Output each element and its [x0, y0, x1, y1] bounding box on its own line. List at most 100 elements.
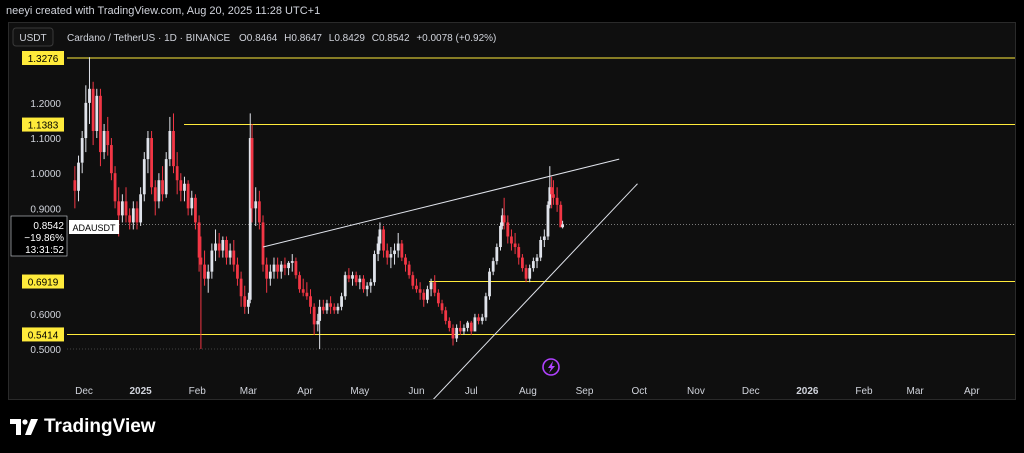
candle: [124, 187, 128, 223]
candle: [294, 257, 298, 279]
x-tick-label: Nov: [687, 386, 705, 397]
level-tag: [22, 327, 64, 342]
level-label: 1.3276: [28, 54, 59, 65]
candle: [95, 88, 99, 139]
symbol-name: Cardano / TetherUS · 1D · BINANCE: [67, 33, 231, 44]
candle: [254, 187, 258, 226]
candle: [153, 180, 157, 216]
candle: [290, 254, 294, 272]
ohlc-low-label: L: [329, 33, 335, 44]
event-marker[interactable]: [542, 358, 560, 376]
candle: [550, 176, 554, 209]
candle: [480, 313, 484, 325]
candle: [528, 264, 532, 283]
candle: [210, 243, 214, 279]
x-tick-label: Jun: [408, 386, 424, 397]
candle: [495, 243, 499, 265]
candle: [113, 166, 117, 209]
candle: [139, 187, 143, 226]
candle: [336, 303, 340, 314]
candle: [473, 313, 477, 332]
current-price-tag: 0.8542 −19.86% 13:31:52: [10, 215, 68, 257]
currency-label: USDT: [19, 33, 46, 44]
candle: [164, 152, 168, 198]
x-tick-label: 2025: [130, 386, 153, 397]
candle: [120, 194, 124, 223]
candle: [548, 166, 552, 209]
current-price-change: −19.86%: [24, 233, 64, 244]
level-tag: [22, 117, 64, 132]
candle: [243, 285, 247, 314]
candle: [150, 130, 153, 195]
candle: [214, 229, 217, 262]
lightning-icon: [548, 361, 555, 373]
candle: [426, 285, 429, 304]
candle: [539, 236, 543, 262]
candle: [455, 324, 459, 342]
candle: [217, 232, 221, 258]
candle: [385, 243, 389, 265]
candle: [347, 268, 351, 283]
candle: [168, 116, 172, 167]
candle: [429, 278, 433, 297]
y-tick-label: 0.9000: [30, 204, 61, 215]
candle: [500, 208, 504, 230]
candle: [225, 236, 228, 265]
candle: [373, 250, 376, 286]
candle: [102, 123, 106, 160]
trendline-upper: [262, 158, 620, 248]
candles: [73, 57, 564, 349]
candle: [444, 306, 448, 325]
trendline-lower: [432, 183, 638, 399]
candle: [287, 261, 290, 276]
candle: [80, 130, 84, 174]
candle: [261, 215, 265, 272]
candle: [521, 254, 524, 272]
ohlc-close: 0.8542: [379, 33, 410, 44]
candle: [382, 225, 385, 258]
ohlc-open-label: O: [239, 33, 247, 44]
candle: [73, 166, 77, 209]
level-label: 0.5414: [28, 330, 59, 341]
candle: [283, 257, 287, 276]
x-tick-label: Mar: [240, 386, 258, 397]
candle: [499, 222, 502, 251]
currency-badge[interactable]: [12, 27, 54, 47]
x-axis-ticks: Dec 2025 Feb Mar Apr May Jun Jul Aug Sep Oct Nov Dec…: [75, 386, 980, 397]
candle: [248, 113, 252, 304]
ticker-label: ADAUSDT: [72, 223, 116, 233]
candle: [236, 257, 239, 286]
candle: [340, 292, 343, 311]
candle: [221, 236, 225, 258]
candle: [99, 88, 102, 167]
candle: [135, 201, 139, 230]
tradingview-logo[interactable]: TradingView: [10, 416, 156, 438]
symbol-title: Cardano / TetherUS · 1D · BINANCE O0.846…: [67, 33, 496, 44]
candle: [161, 166, 164, 202]
candle: [440, 299, 444, 314]
candle: [400, 239, 404, 262]
candle: [183, 176, 186, 202]
y-tick-label: 1.0000: [30, 169, 61, 180]
candle: [84, 85, 88, 153]
y-tick-label: 1.2000: [30, 99, 61, 110]
candle: [484, 292, 488, 321]
candle: [172, 113, 175, 174]
candle: [436, 289, 440, 307]
candle: [179, 173, 183, 202]
candle: [257, 190, 261, 230]
candle: [276, 257, 280, 279]
candle: [458, 320, 462, 335]
level-tag: [22, 274, 64, 289]
x-tick-label: Sep: [576, 386, 594, 397]
x-tick-label: 2026: [796, 386, 819, 397]
price-chart[interactable]: 1.3276 1.1383 0.6919 0.5414 0.5000 0.6000 0.9…: [9, 23, 1015, 399]
chart-panel[interactable]: 1.3276 1.1383 0.6919 0.5414 0.5000 0.6000 0.9…: [8, 22, 1016, 400]
y-axis-ticks: 0.5000 0.6000 0.9000 1.0000 1.1000 1.2000: [30, 99, 61, 356]
attribution-text: neeyi created with TradingView.com, Aug …: [6, 5, 321, 17]
candle: [309, 289, 312, 314]
candle: [535, 254, 539, 269]
candle: [268, 264, 272, 286]
candle: [203, 250, 206, 286]
y-tick-label: 0.6000: [30, 310, 61, 321]
